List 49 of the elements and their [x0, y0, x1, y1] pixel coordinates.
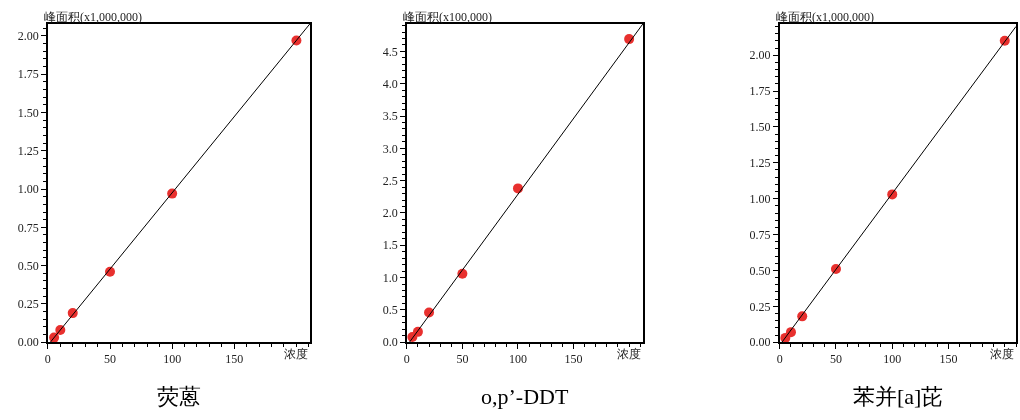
- x-tick-label: 150: [564, 352, 583, 367]
- y-tick-label: 1.75: [749, 84, 771, 99]
- x-tick-label: 100: [163, 352, 182, 367]
- x-axis-title: 浓度: [617, 347, 641, 361]
- x-tick-label: 50: [829, 352, 842, 367]
- y-tick-label: 2.00: [17, 29, 39, 44]
- y-tick-label: 3.0: [382, 141, 398, 156]
- x-axis-title: 浓度: [284, 347, 308, 361]
- y-tick-label: 2.5: [382, 173, 398, 188]
- x-tick-label: 0: [776, 352, 783, 367]
- y-tick-label: 0.50: [749, 263, 771, 278]
- y-axis-title: 峰面积(x1,000,000): [776, 10, 874, 24]
- x-tick-label: 50: [456, 352, 469, 367]
- y-axis-title: 峰面积(x1,000,000): [44, 10, 142, 24]
- y-tick-label: 1.00: [749, 191, 771, 206]
- y-tick-label: 0.25: [17, 297, 39, 312]
- x-axis-title: 浓度: [990, 347, 1014, 361]
- x-tick-label: 100: [883, 352, 902, 367]
- y-tick-label: 1.75: [17, 67, 39, 82]
- y-axis-title: 峰面积(x100,000): [403, 10, 492, 24]
- y-tick-label: 4.0: [382, 76, 398, 91]
- y-tick-label: 1.25: [17, 143, 39, 158]
- y-tick-label: 0.00: [17, 335, 39, 350]
- y-tick-label: 1.00: [17, 182, 39, 197]
- y-tick-label: 2.00: [749, 48, 771, 63]
- y-tick-label: 1.50: [17, 105, 39, 120]
- y-tick-label: 0.50: [17, 258, 39, 273]
- y-tick-label: 0.00: [749, 335, 771, 350]
- y-tick-label: 1.0: [382, 270, 398, 285]
- x-tick-label: 0: [44, 352, 51, 367]
- y-tick-label: 0.75: [17, 220, 39, 235]
- text: o,p’-DDT: [481, 384, 569, 409]
- y-tick-label: 1.50: [749, 120, 771, 135]
- y-tick-label: 1.25: [749, 156, 771, 171]
- y-tick-label: 0.0: [382, 335, 398, 350]
- y-tick-label: 2.0: [382, 206, 398, 221]
- y-tick-label: 4.5: [382, 44, 398, 59]
- y-tick-label: 1.5: [382, 238, 398, 253]
- text: 荧蒽: [157, 384, 201, 409]
- x-tick-label: 0: [403, 352, 410, 367]
- x-tick-label: 100: [508, 352, 527, 367]
- y-tick-label: 0.25: [749, 299, 771, 314]
- x-tick-label: 150: [225, 352, 244, 367]
- x-tick-label: 150: [939, 352, 958, 367]
- y-tick-label: 0.75: [749, 227, 771, 242]
- y-tick-label: 3.5: [382, 109, 398, 124]
- y-tick-label: 0.5: [382, 303, 398, 318]
- text: 苯并[a]芘: [853, 384, 944, 409]
- x-tick-label: 50: [104, 352, 117, 367]
